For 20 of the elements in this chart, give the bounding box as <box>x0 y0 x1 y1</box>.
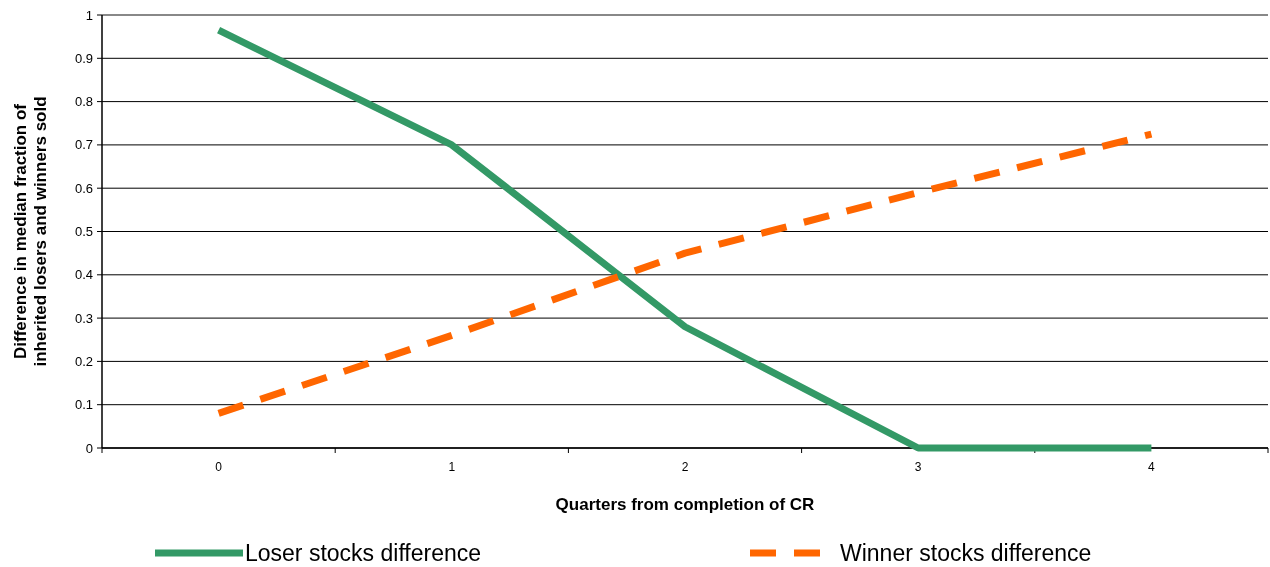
y-tick-label: 1 <box>85 7 93 23</box>
x-axis-title: Quarters from completion of CR <box>555 495 815 514</box>
y-tick-label: 0 <box>85 440 93 456</box>
y-tick-label: 0.6 <box>74 180 93 196</box>
legend-label: Winner stocks difference <box>840 540 1092 567</box>
y-tick-label: 0.5 <box>74 224 93 240</box>
y-axis-title: Difference in median fraction of inherited losers and winners sold <box>11 96 51 367</box>
y-tick-label: 0.8 <box>74 94 93 110</box>
y-tick-label: 0.3 <box>74 310 93 326</box>
y-tick-label: 0.2 <box>74 353 93 369</box>
y-tick-label: 0.7 <box>74 137 93 153</box>
x-tick-label: 2 <box>681 460 689 474</box>
y-tick-label: 0.1 <box>74 397 93 413</box>
x-tick-label: 0 <box>215 460 223 474</box>
legend-label: Loser stocks difference <box>245 540 482 567</box>
y-tick-label: 0.9 <box>74 50 93 66</box>
x-tick-label: 3 <box>914 460 922 474</box>
x-tick-label: 1 <box>448 460 456 474</box>
x-tick-label: 4 <box>1148 460 1156 474</box>
y-tick-label: 0.4 <box>74 267 93 283</box>
